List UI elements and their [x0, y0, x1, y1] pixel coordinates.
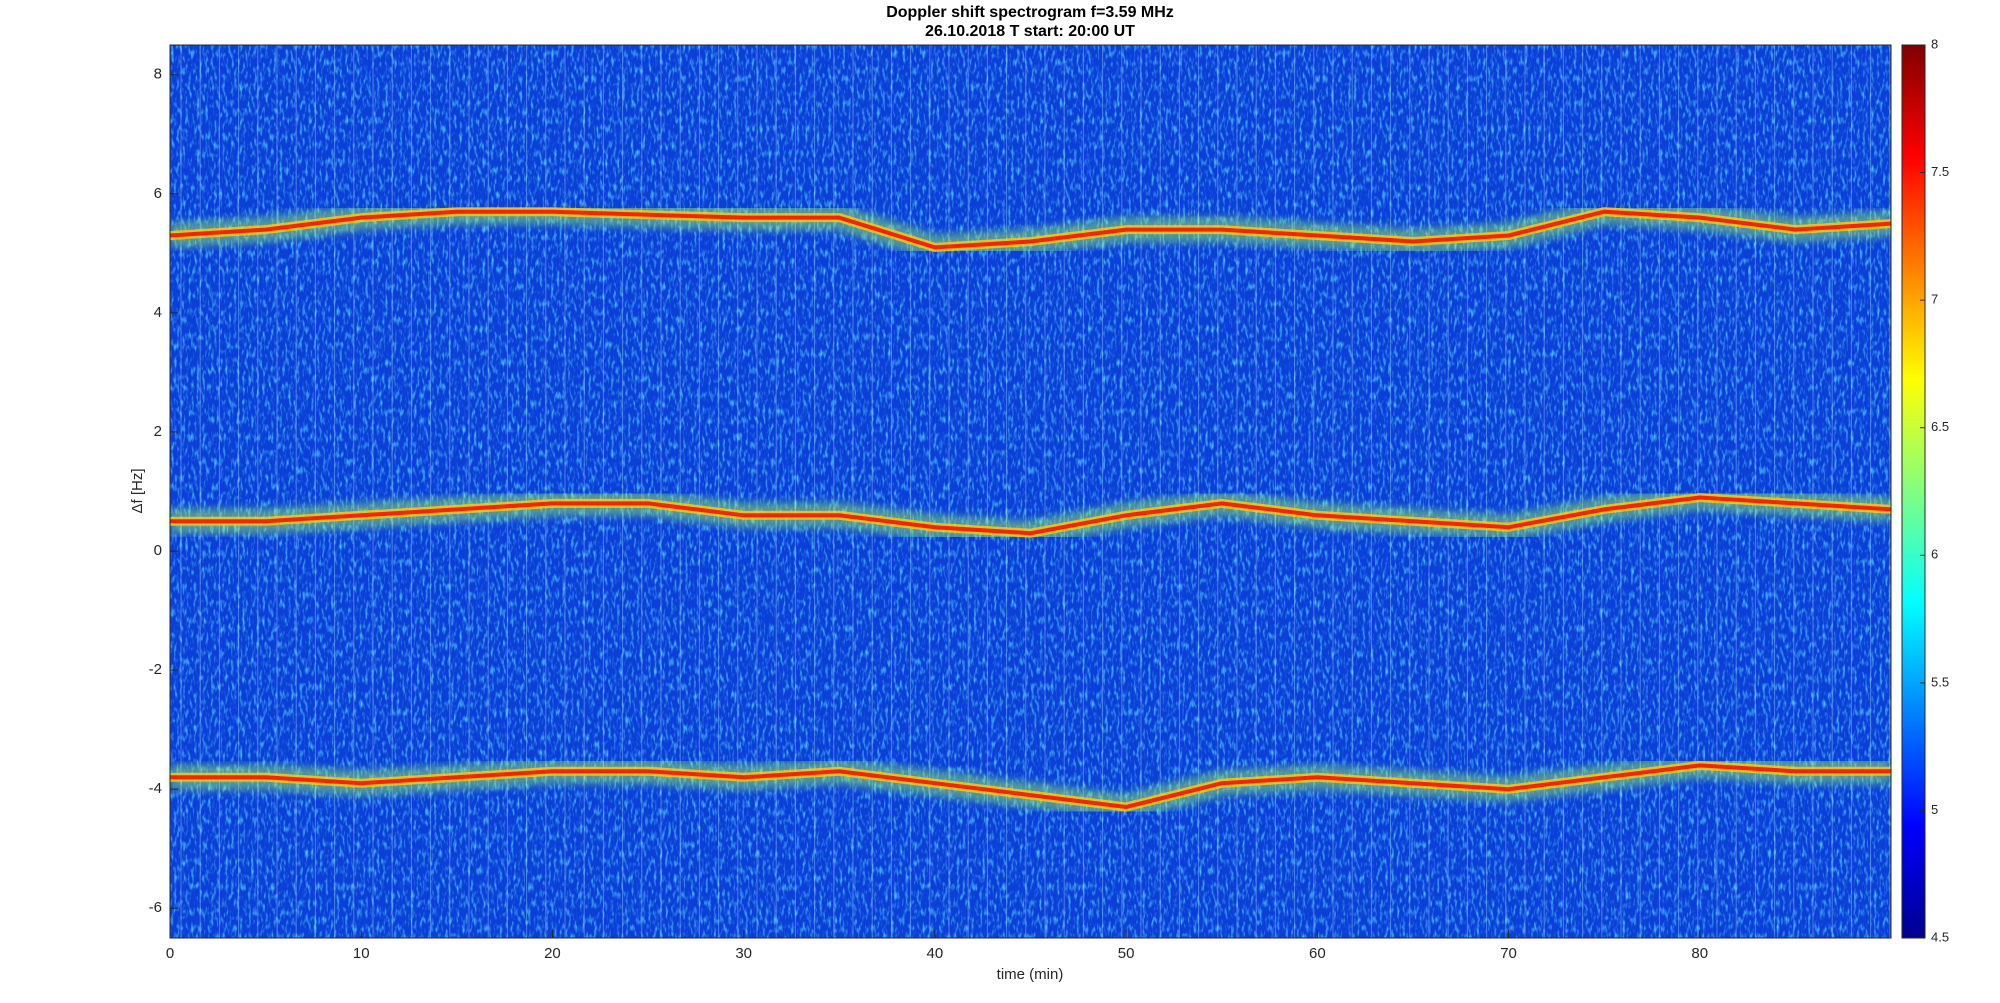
colorbar-tick-label: 4.5: [1931, 929, 1949, 944]
y-tick-label: 6: [154, 185, 162, 202]
colorbar: [1901, 44, 1926, 939]
x-tick-label: 10: [353, 945, 370, 962]
chart-title: Doppler shift spectrogram f=3.59 MHz: [886, 4, 1174, 21]
plot-frame: [169, 44, 1892, 939]
colorbar-tick-label: 7: [1931, 292, 1938, 307]
colorbar-tick-label: 5.5: [1931, 674, 1949, 689]
x-tick-label: 80: [1691, 945, 1708, 962]
y-axis-label: Δf [Hz]: [129, 468, 146, 513]
y-tick-label: -6: [149, 899, 162, 916]
x-tick-label: 40: [927, 945, 944, 962]
ridge-line: [170, 763, 1891, 810]
colorbar-tick-label: 7.5: [1931, 164, 1949, 179]
x-axis-label: time (min): [997, 966, 1064, 983]
x-tick-label: 50: [1118, 945, 1135, 962]
ridge-line: [169, 209, 1892, 250]
y-tick-label: 4: [154, 304, 162, 321]
colorbar-tick-label: 6.5: [1931, 419, 1949, 434]
chart-subtitle: 26.10.2018 T start: 20:00 UT: [925, 23, 1135, 40]
y-tick-label: 0: [154, 542, 162, 559]
x-tick-label: 70: [1500, 945, 1517, 962]
x-tick-label: 30: [735, 945, 752, 962]
y-tick-label: -2: [149, 661, 162, 678]
y-tick-label: 2: [154, 423, 162, 440]
colorbar-tick-label: 5: [1931, 802, 1938, 817]
y-tick-label: -4: [149, 780, 162, 797]
y-tick-label: 8: [154, 66, 162, 83]
colorbar-tick-label: 8: [1931, 36, 1938, 51]
x-tick-label: 0: [166, 945, 174, 962]
x-tick-label: 60: [1309, 945, 1326, 962]
colorbar-tick-label: 6: [1931, 547, 1938, 562]
ridge-line: [170, 495, 1892, 536]
x-tick-label: 20: [544, 945, 561, 962]
